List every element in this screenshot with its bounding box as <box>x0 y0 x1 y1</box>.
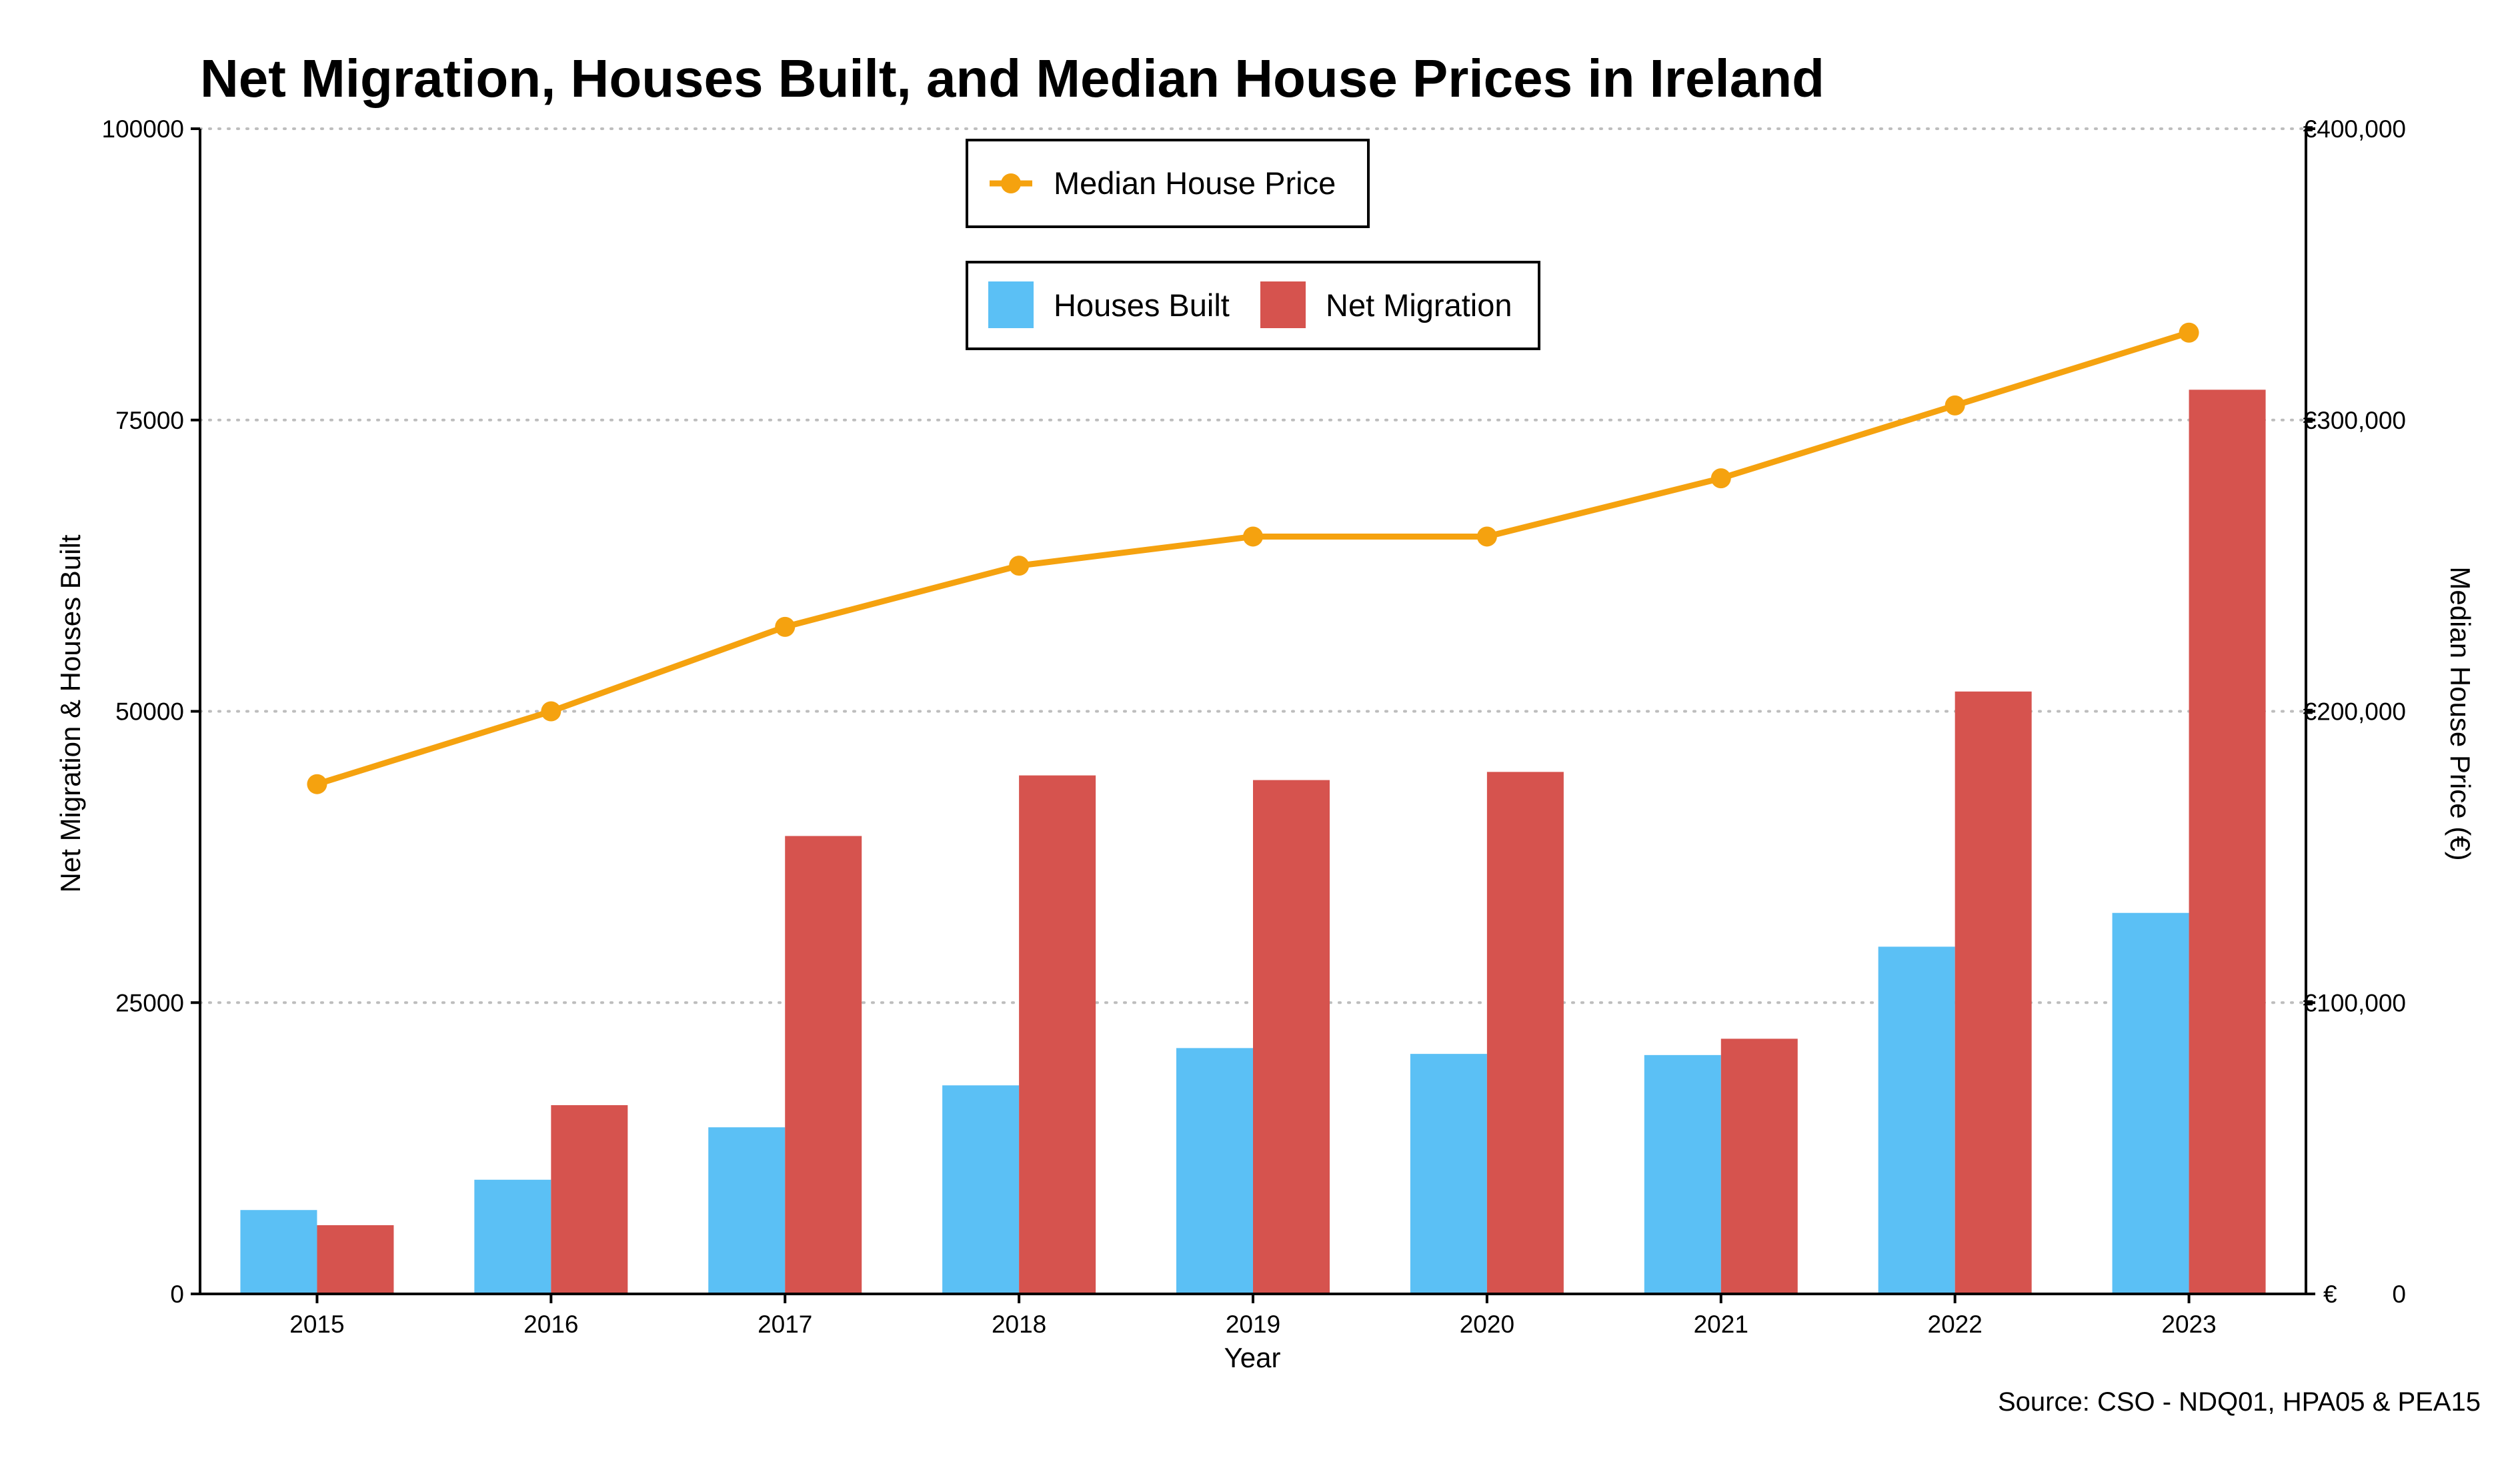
y-axis-label: Net Migration & Houses Built <box>55 534 86 892</box>
bar-houses-built-2019 <box>1176 1048 1253 1294</box>
x-tick-label-2015: 2015 <box>289 1311 344 1338</box>
bar-net-migration-2023 <box>2189 390 2266 1294</box>
legend-label-net-migration: Net Migration <box>1326 287 1512 323</box>
bar-net-migration-2018 <box>1019 775 1096 1294</box>
source-note: Source: CSO - NDQ01, HPA05 & PEA15 <box>1998 1387 2481 1417</box>
median-price-point-2015 <box>307 774 327 794</box>
legend-label-houses-built: Houses Built <box>1054 287 1230 323</box>
y2-tick-label-2: €200,000 <box>2303 698 2406 726</box>
y2-tick-label-currency-0: € <box>2323 1281 2337 1308</box>
median-price-point-2022 <box>1945 395 1965 416</box>
x-axis-label: Year <box>1224 1342 1281 1373</box>
legend-swatch-houses-built <box>988 281 1034 328</box>
bar-net-migration-2020 <box>1486 772 1564 1294</box>
line-series <box>307 322 2199 794</box>
bar-net-migration-2019 <box>1253 780 1330 1294</box>
chart-title: Net Migration, Houses Built, and Median … <box>200 49 1824 108</box>
x-tick-label-2020: 2020 <box>1460 1311 1514 1338</box>
bar-houses-built-2018 <box>942 1085 1020 1294</box>
bar-houses-built-2016 <box>474 1179 551 1294</box>
x-tick-label-2016: 2016 <box>523 1311 578 1338</box>
x-tick-label-2018: 2018 <box>992 1311 1046 1338</box>
median-price-point-2017 <box>775 616 796 637</box>
bar-series <box>240 390 2266 1294</box>
y-tick-label-4: 100000 <box>102 115 184 143</box>
y-tick-label-2: 50000 <box>115 698 184 726</box>
x-tick-label-2019: 2019 <box>1226 1311 1280 1338</box>
bar-net-migration-2016 <box>551 1105 628 1294</box>
y-tick-label-1: 25000 <box>115 989 184 1016</box>
y2-tick-label-1: €100,000 <box>2303 989 2406 1016</box>
legend-bars: Houses Built Net Migration <box>966 261 1540 350</box>
y2-tick-label-4: €400,000 <box>2303 115 2406 143</box>
median-price-point-2023 <box>2179 322 2199 343</box>
axes: 0 25000 50000 75000 100000 € 0 €100,000 €200,000… <box>102 115 2406 1338</box>
legend-line-box <box>966 139 1370 228</box>
y2-axis-label: Median House Price (€) <box>2445 566 2476 860</box>
legend-label-median-house-price: Median House Price <box>1054 165 1336 201</box>
bar-houses-built-2021 <box>1644 1054 1721 1294</box>
x-tick-label-2017: 2017 <box>758 1311 812 1338</box>
bar-houses-built-2020 <box>1410 1054 1487 1294</box>
median-price-point-2016 <box>541 701 561 722</box>
bar-net-migration-2021 <box>1720 1038 1798 1294</box>
legend-line-marker <box>1001 173 1021 193</box>
median-price-point-2021 <box>1710 468 1731 489</box>
legend-swatch-net-migration <box>1260 281 1306 328</box>
y2-tick-label-3: €300,000 <box>2303 407 2406 434</box>
legends: Median House Price Houses Built Net Migrat… <box>966 139 1540 350</box>
y-tick-label-3: 75000 <box>115 407 184 434</box>
bar-houses-built-2023 <box>2112 912 2189 1294</box>
x-tick-label-2021: 2021 <box>1694 1311 1748 1338</box>
bar-net-migration-2017 <box>785 836 862 1294</box>
bar-houses-built-2015 <box>240 1210 317 1294</box>
legend-line: Median House Price <box>966 139 1370 228</box>
x-tick-label-2022: 2022 <box>1928 1311 1983 1338</box>
bar-houses-built-2022 <box>1878 946 1955 1294</box>
legend-bars-box <box>966 261 1540 350</box>
y2-tick-label-0: 0 <box>2392 1281 2406 1308</box>
median-price-point-2019 <box>1243 526 1263 547</box>
median-price-point-2020 <box>1476 526 1497 547</box>
median-price-point-2018 <box>1009 556 1030 576</box>
median-price-line <box>316 329 2190 787</box>
bar-houses-built-2017 <box>708 1127 786 1294</box>
bar-net-migration-2022 <box>1955 691 2032 1294</box>
x-tick-label-2023: 2023 <box>2161 1311 2216 1338</box>
bar-net-migration-2015 <box>317 1225 394 1294</box>
y-tick-label-0: 0 <box>170 1281 184 1308</box>
